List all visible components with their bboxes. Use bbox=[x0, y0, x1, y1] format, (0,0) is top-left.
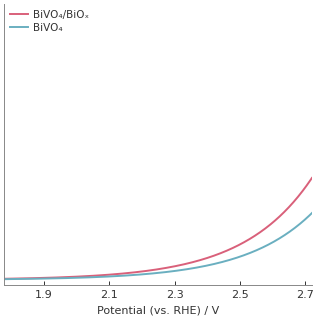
X-axis label: Potential (vs. RHE) / V: Potential (vs. RHE) / V bbox=[97, 306, 219, 316]
BiVO₄ bbox=[142, 272, 146, 276]
BiVO₄/BiOₓ bbox=[3, 277, 6, 281]
BiVO₄/BiOₓ bbox=[184, 262, 188, 266]
Legend: BiVO₄/BiOₓ, BiVO₄: BiVO₄/BiOₓ, BiVO₄ bbox=[10, 10, 89, 33]
BiVO₄ bbox=[82, 276, 85, 279]
BiVO₄/BiOₓ bbox=[57, 276, 61, 279]
BiVO₄ bbox=[57, 276, 61, 280]
Line: BiVO₄/BiOₓ: BiVO₄/BiOₓ bbox=[4, 178, 312, 279]
BiVO₄/BiOₓ bbox=[142, 269, 146, 273]
BiVO₄/BiOₓ bbox=[234, 244, 238, 248]
BiVO₄ bbox=[3, 277, 6, 281]
BiVO₄/BiOₓ bbox=[310, 176, 314, 180]
BiVO₄ bbox=[208, 263, 212, 267]
BiVO₄ bbox=[310, 211, 314, 215]
BiVO₄/BiOₓ bbox=[208, 255, 212, 259]
BiVO₄ bbox=[234, 256, 238, 260]
BiVO₄/BiOₓ bbox=[82, 275, 85, 278]
Line: BiVO₄: BiVO₄ bbox=[4, 213, 312, 279]
BiVO₄ bbox=[184, 268, 188, 271]
